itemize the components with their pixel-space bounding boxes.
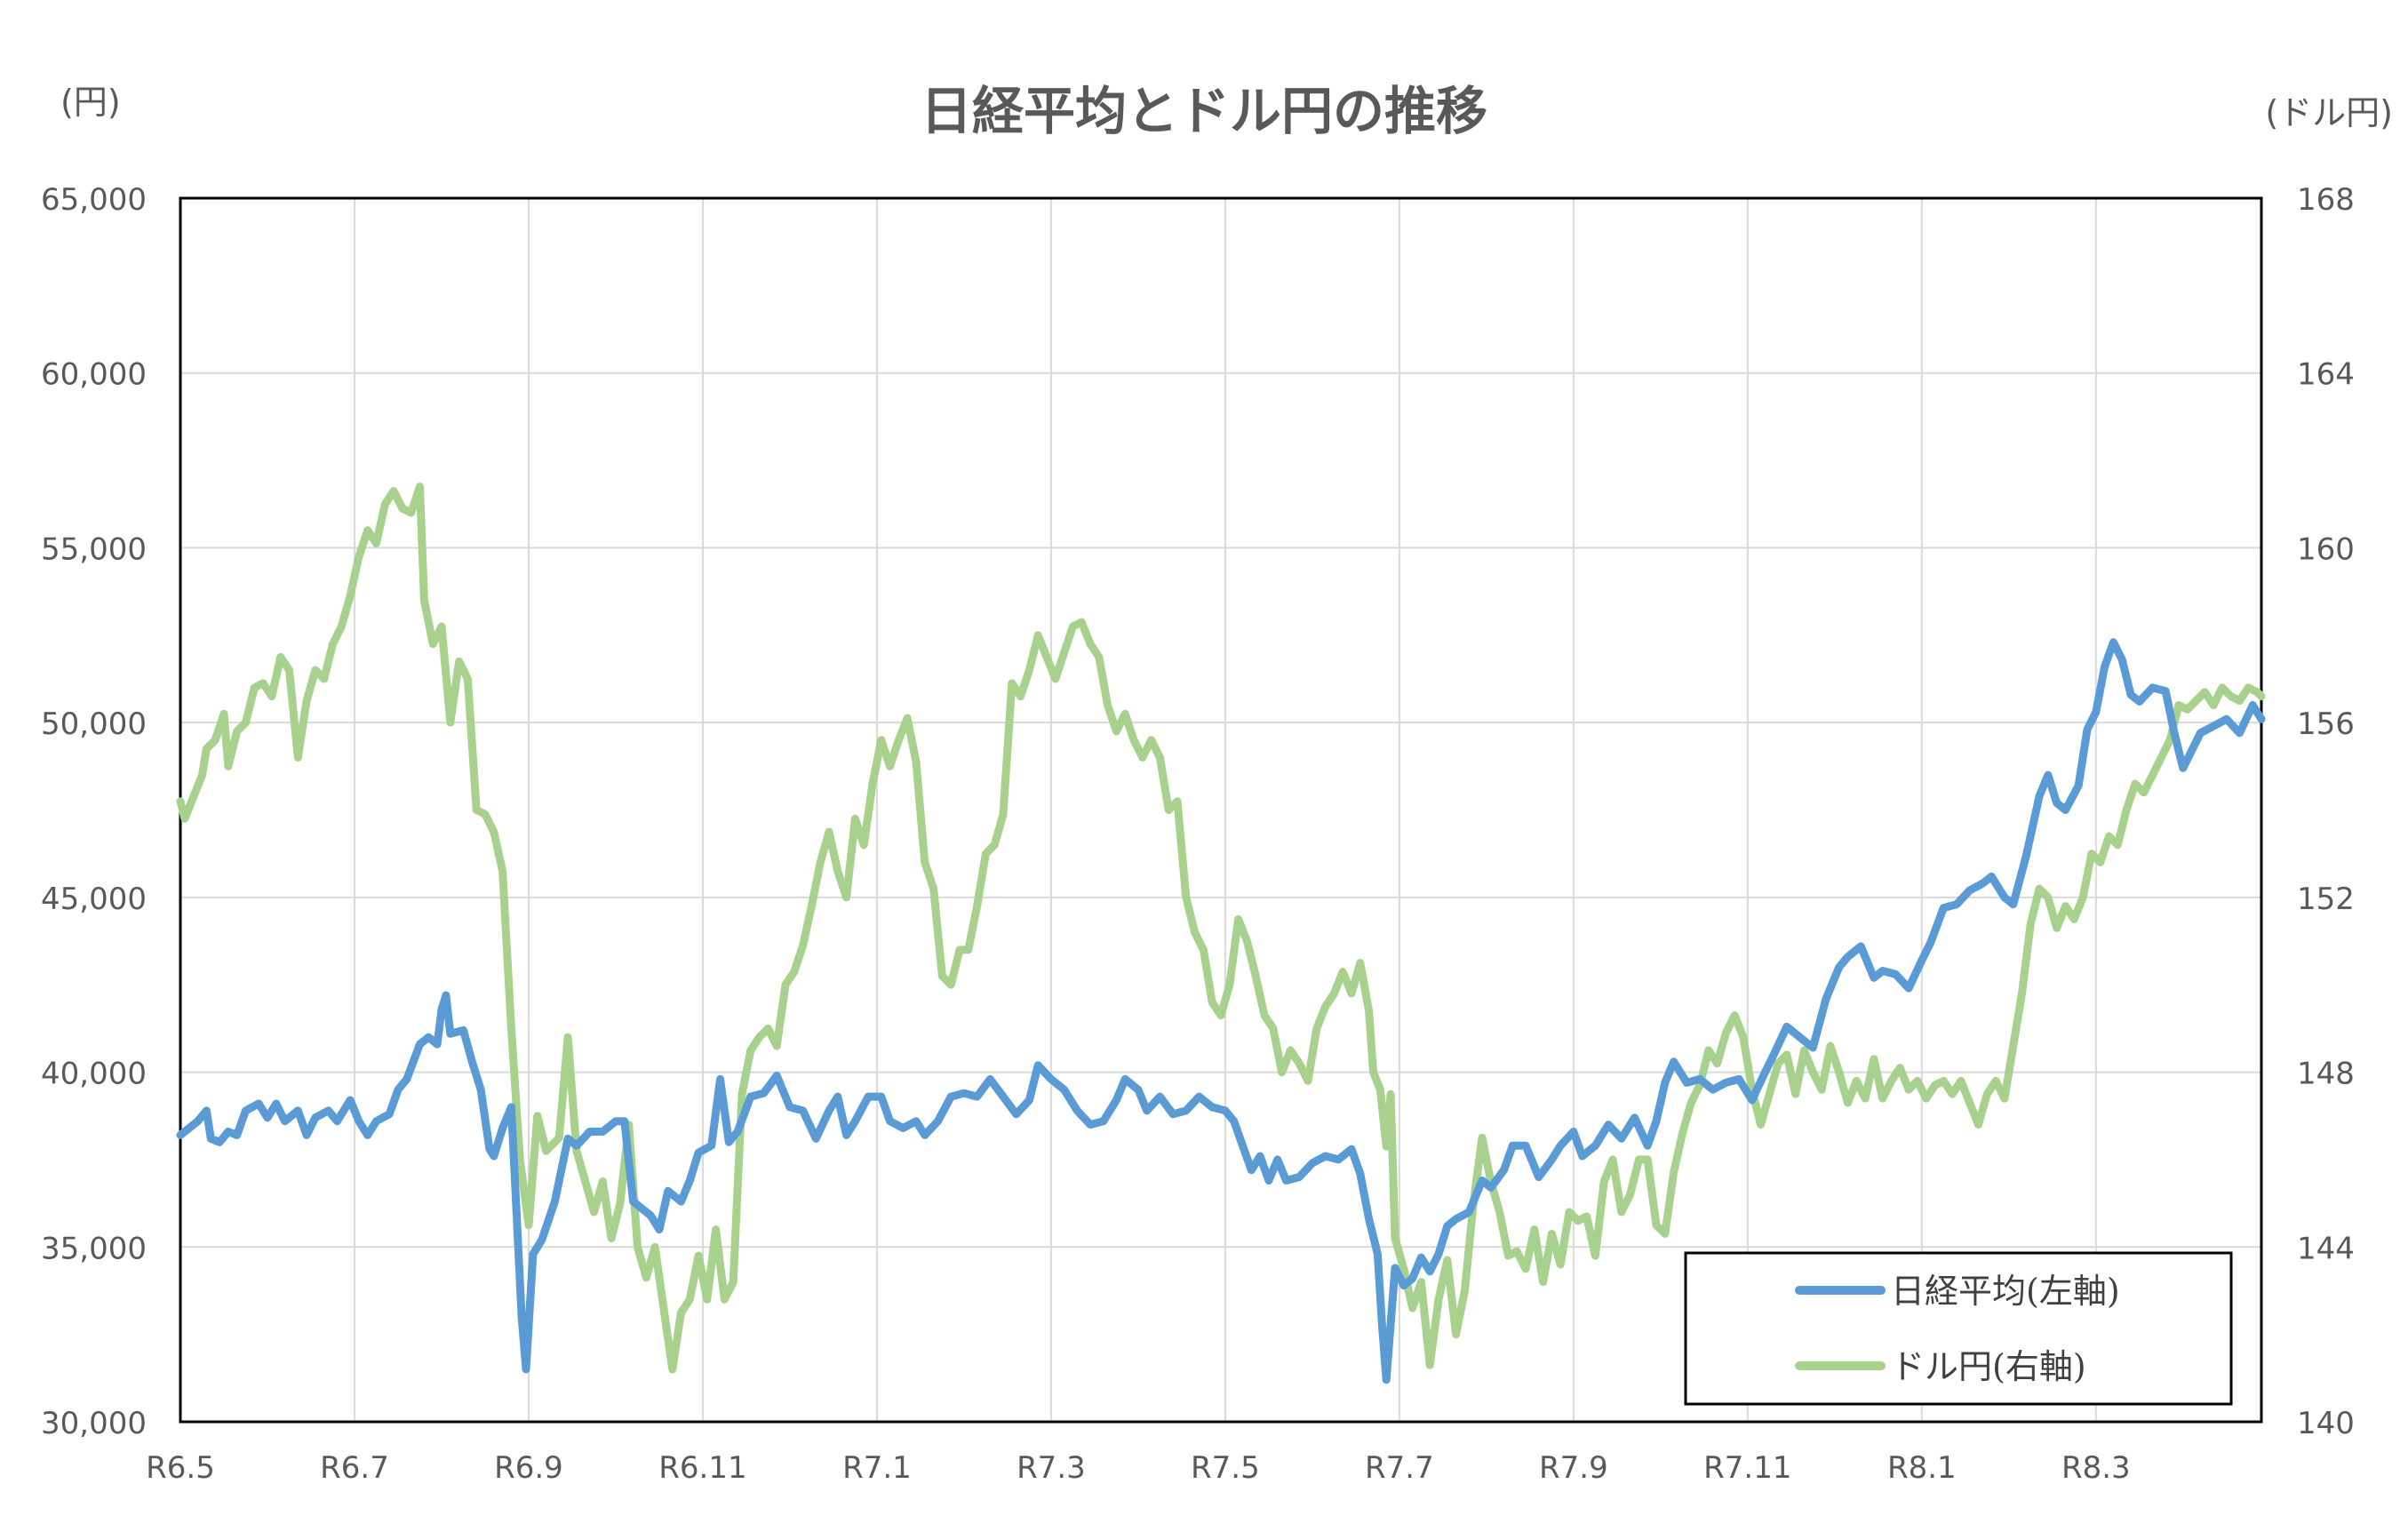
legend: 日経平均(左軸) ドル円(右軸) [1684,1251,2233,1406]
right-tick-label: 152 [2297,882,2355,917]
x-tick-label: R7.7 [1365,1450,1434,1486]
right-tick-label: 148 [2297,1057,2355,1092]
left-tick-label: 35,000 [41,1231,147,1266]
left-axis-unit: (円) [60,83,121,122]
right-tick-label: 168 [2297,182,2355,218]
left-tick-label: 40,000 [41,1057,147,1092]
x-tick-label: R6.7 [320,1450,389,1486]
right-tick-label: 160 [2297,531,2355,567]
legend-label-nikkei: 日経平均(左軸) [1891,1272,2120,1311]
x-tick-label: R6.9 [494,1450,563,1486]
x-tick-label: R7.3 [1017,1450,1086,1486]
series-layer [176,483,2266,1384]
right-axis-ticks: 140 144 148 152 156 160 164 168 [2297,182,2355,1441]
series-line-usdjpy [176,483,2266,1374]
right-tick-label: 140 [2297,1406,2355,1441]
x-tick-label: R6.11 [658,1450,746,1486]
left-tick-label: 65,000 [41,182,147,218]
x-tick-label: R8.1 [1887,1450,1957,1486]
right-tick-label: 144 [2297,1231,2355,1266]
left-tick-label: 50,000 [41,706,147,742]
x-axis-ticks: R6.5 R6.7 R6.9 R6.11 R7.1 R7.3 R7.5 R7.7 R7.9 R7.… [146,1450,2131,1486]
grid-lines [180,198,2261,1422]
left-axis-ticks: 30,000 35,000 40,000 45,000 50,000 55,000 60,0… [41,182,147,1441]
x-tick-label: R7.5 [1191,1450,1260,1486]
left-tick-label: 55,000 [41,531,147,567]
left-tick-label: 45,000 [41,882,147,917]
x-tick-label: R7.9 [1539,1450,1608,1486]
x-tick-label: R8.3 [2061,1450,2131,1486]
right-tick-label: 156 [2297,706,2355,742]
right-tick-label: 164 [2297,357,2355,393]
series-line-nikkei [176,638,2266,1384]
x-tick-label: R7.1 [842,1450,912,1486]
left-tick-label: 60,000 [41,357,147,393]
left-tick-label: 30,000 [41,1406,147,1441]
chart-title: 日経平均とドル円の推移 [921,81,1487,141]
x-tick-label: R6.5 [146,1450,215,1486]
legend-box [1684,1251,2233,1406]
right-axis-unit: (ドル円) [2265,93,2393,132]
x-tick-label: R7.11 [1703,1450,1791,1486]
legend-label-usdjpy: ドル円(右軸) [1891,1347,2086,1386]
